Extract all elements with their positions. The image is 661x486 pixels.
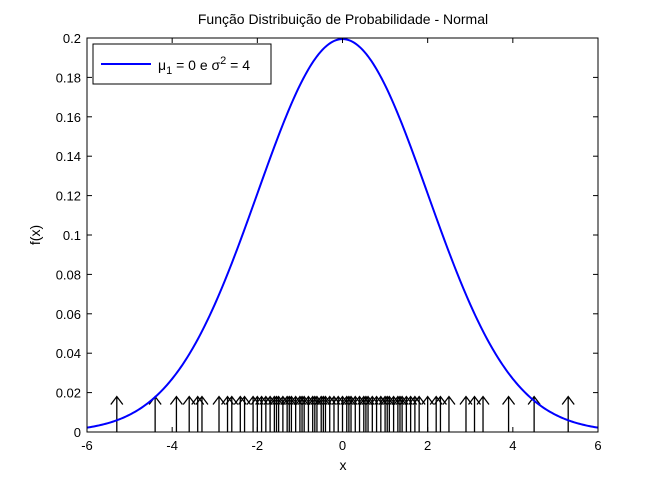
y-tick-label-6: 0.12 bbox=[56, 189, 81, 204]
x-axis: -6 -4 -2 0 2 4 6 bbox=[81, 38, 602, 453]
sample-arrow-32 bbox=[316, 395, 330, 432]
sample-arrow-69 bbox=[561, 395, 575, 432]
legend-label: μ1 = 0 e σ2 = 4 bbox=[158, 55, 250, 77]
y-tick-label-1: 0.02 bbox=[56, 386, 81, 401]
y-tick-label-3: 0.06 bbox=[56, 307, 81, 322]
x-tick-label-0: -6 bbox=[81, 438, 93, 453]
sample-arrow-5 bbox=[195, 395, 209, 432]
y-tick-label-8: 0.16 bbox=[56, 110, 81, 125]
y-tick-label-4: 0.08 bbox=[56, 267, 81, 282]
sample-arrow-39 bbox=[342, 395, 356, 432]
y-axis: 0 0.02 0.04 0.06 0.08 0.1 0.12 0.14 0.16 0.18 0.2 bbox=[56, 31, 598, 440]
plot-area bbox=[87, 38, 598, 432]
sample-arrow-25 bbox=[295, 395, 309, 432]
x-tick-label-5: 4 bbox=[509, 438, 516, 453]
y-tick-label-2: 0.04 bbox=[56, 346, 81, 361]
y-tick-label-7: 0.14 bbox=[56, 149, 81, 164]
legend-mu-subscript: 1 bbox=[166, 65, 172, 77]
y-tick-label-5: 0.1 bbox=[63, 228, 81, 243]
x-tick-label-4: 2 bbox=[424, 438, 431, 453]
y-tick-label-10: 0.2 bbox=[63, 31, 81, 46]
legend-end-text: = 4 bbox=[226, 57, 250, 73]
sample-arrow-44 bbox=[359, 395, 373, 432]
x-tick-label-3: 0 bbox=[339, 438, 346, 453]
legend: μ1 = 0 e σ2 = 4 bbox=[92, 43, 272, 85]
x-axis-label: x bbox=[340, 457, 347, 473]
y-tick-label-0: 0 bbox=[74, 425, 81, 440]
chart-title: Função Distribuição de Probabilidade - N… bbox=[198, 11, 488, 27]
legend-sigma-superscript: 2 bbox=[220, 55, 226, 67]
sample-arrow-17 bbox=[269, 395, 284, 432]
y-axis-label: f(x) bbox=[27, 225, 43, 245]
legend-middle-text: = 0 e bbox=[172, 57, 211, 73]
x-tick-label-1: -4 bbox=[166, 438, 178, 453]
legend-mu-symbol: μ bbox=[158, 57, 166, 73]
sample-arrow-66 bbox=[476, 395, 490, 432]
x-tick-label-6: 6 bbox=[594, 438, 601, 453]
sample-arrow-63 bbox=[442, 395, 456, 432]
sample-arrow-67 bbox=[502, 395, 516, 432]
sample-arrows bbox=[110, 395, 575, 432]
sample-arrow-50 bbox=[380, 395, 394, 432]
sample-arrow-54 bbox=[393, 395, 407, 432]
y-tick-label-9: 0.18 bbox=[56, 70, 81, 85]
sample-arrow-21 bbox=[282, 395, 296, 432]
sample-arrow-0 bbox=[110, 395, 124, 432]
sample-arrow-68 bbox=[527, 395, 541, 432]
sample-arrow-2 bbox=[169, 395, 183, 432]
legend-sigma-symbol: σ bbox=[212, 57, 221, 73]
x-tick-label-2: -2 bbox=[252, 438, 264, 453]
